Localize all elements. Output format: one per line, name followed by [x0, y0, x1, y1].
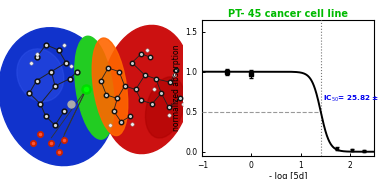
Ellipse shape — [92, 38, 128, 136]
Ellipse shape — [75, 36, 114, 139]
Text: IC$_{50}$= 25.82 ± 0.03 μM: IC$_{50}$= 25.82 ± 0.03 μM — [323, 93, 378, 104]
Ellipse shape — [0, 28, 115, 166]
Y-axis label: normalized absorption: normalized absorption — [172, 44, 181, 131]
Ellipse shape — [102, 25, 191, 154]
Ellipse shape — [146, 77, 184, 138]
X-axis label: - log [5d]: - log [5d] — [269, 172, 307, 179]
Title: PT- 45 cancer cell line: PT- 45 cancer cell line — [228, 9, 348, 19]
Ellipse shape — [17, 49, 64, 101]
